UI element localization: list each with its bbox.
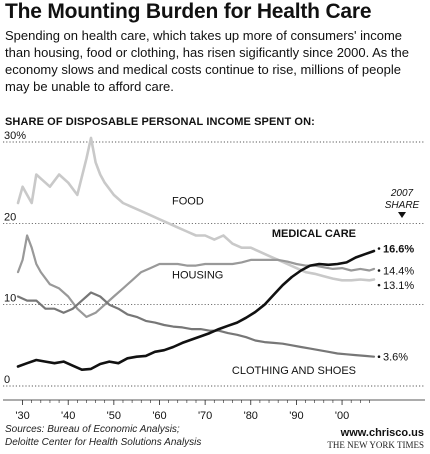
chart-title: The Mounting Burden for Health Care [5,0,372,23]
share-header-year: 2007 [390,188,414,199]
end-value-label: 14.4% [383,266,414,278]
x-tick-label: '80 [244,410,258,422]
y-tick-label: 0 [4,374,10,386]
x-tick-label: '40 [61,410,75,422]
chart-subhead: SHARE OF DISPOSABLE PERSONAL INCOME SPEN… [5,116,315,128]
series-name-label: HOUSING [172,270,223,282]
end-value-dot [377,247,381,250]
sources-line-2: Deloitte Center for Health Solutions Ana… [5,437,202,448]
y-tick-label: 30% [4,130,26,142]
site-credit: www.chrisco.us [340,427,424,439]
end-value-dot [377,355,381,359]
y-axis: 0 10 20 30% [4,130,26,386]
chart-intro-text: Spending on health care, which takes up … [5,28,409,94]
sources-line-1: Sources: Bureau of Economic Analysis; [5,424,180,435]
end-value-label: 13.1% [383,280,414,292]
series-labels: FOOD HOUSING MEDICAL CARE CLOTHING AND SHOE… [172,188,420,377]
end-value-label: 3.6% [383,352,408,364]
x-tick-label: '30 [15,410,29,422]
series-lines [16,136,376,371]
series-line-food [16,136,376,282]
share-header-label: SHARE [385,200,420,211]
series-name-label: FOOD [172,196,204,208]
series-name-label: CLOTHING AND SHOES [232,365,356,377]
x-tick-label: '70 [198,410,212,422]
series-name-label: MEDICAL CARE [272,228,356,240]
paper-credit: THE NEW YORK TIMES [327,440,424,450]
end-value-label: 16.6% [383,244,414,256]
x-tick-label: '90 [289,410,303,422]
x-tick-label: '00 [335,410,349,422]
line-chart: 0 10 20 30% '30 '40 '50 '60 '70 '80 '90 '00 FOOD HO… [3,130,425,422]
series-line-medical-care [16,249,376,371]
series-line-clothing-and-shoes [16,291,376,358]
x-tick-label: '60 [152,410,166,422]
x-axis: '30 '40 '50 '60 '70 '80 '90 '00 [3,399,425,422]
sources-note: Sources: Bureau of Economic Analysis; De… [5,423,201,449]
end-value-dot [377,283,381,287]
y-tick-label: 20 [4,211,16,223]
end-value-dot [377,269,381,272]
down-arrow-icon [398,212,406,218]
x-tick-label: '50 [107,410,121,422]
y-tick-label: 10 [4,293,16,305]
